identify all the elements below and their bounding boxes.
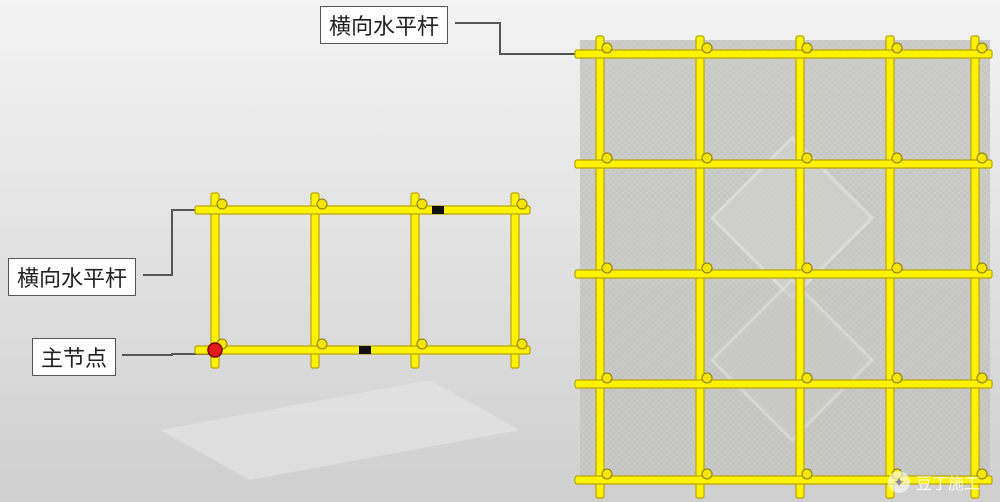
label-horizontal-bar-top: 横向水平杆 <box>320 6 448 44</box>
label-text: 主节点 <box>41 346 107 371</box>
watermark: ✦ 豆丁施工 <box>888 470 980 494</box>
label-horizontal-bar-left: 横向水平杆 <box>8 258 136 296</box>
label-text: 横向水平杆 <box>17 266 127 291</box>
watermark-text: 豆丁施工 <box>916 470 980 494</box>
label-main-node: 主节点 <box>32 338 116 376</box>
diagram-canvas: 横向水平杆 横向水平杆 主节点 ✦ 豆丁施工 <box>0 0 1000 502</box>
wechat-icon: ✦ <box>888 471 910 493</box>
label-text: 横向水平杆 <box>329 14 439 39</box>
diagram-svg <box>0 0 1000 502</box>
